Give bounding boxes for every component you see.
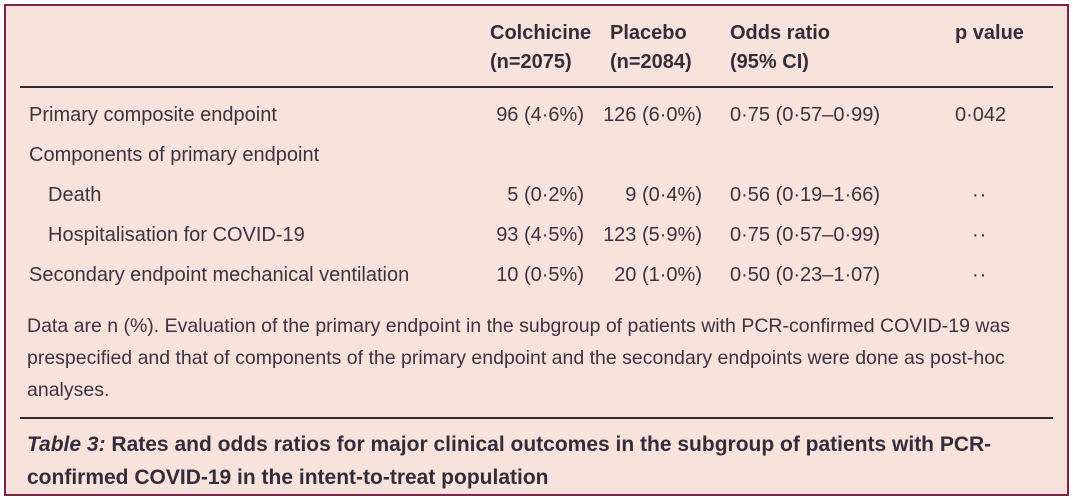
column-header-p-value: p value — [886, 6, 1053, 88]
cell-p-value: ·· — [972, 224, 988, 246]
column-header-odds-ratio: Odds ratio (95% CI) — [702, 6, 886, 88]
table-row: Death 5 (0·2%) 9 (0·4%) 0·56 (0·19–1·66)… — [20, 175, 1053, 215]
table-row: Secondary endpoint mechanical ventilatio… — [20, 255, 1053, 295]
cell-colchicine: 93 (4·5%) — [496, 224, 584, 246]
table-caption: Table 3: Rates and odds ratios for major… — [27, 428, 1043, 494]
column-header-sub: (n=2084) — [610, 51, 692, 73]
cell-odds-ratio: 0·56 (0·19–1·66) — [730, 184, 881, 206]
column-header-sub: (95% CI) — [730, 51, 809, 73]
table-header: Colchicine (n=2075) Placebo (n=2084) Odd… — [20, 6, 1053, 88]
column-header-label: Colchicine — [490, 22, 592, 44]
table-row: Primary composite endpoint 96 (4·6%) 126… — [20, 87, 1053, 135]
table-caption-text: Rates and odds ratios for major clinical… — [27, 433, 992, 489]
cell-label: Components of primary endpoint — [29, 144, 320, 166]
cell-label: Hospitalisation for COVID-19 — [48, 224, 305, 246]
column-header-placebo: Placebo (n=2084) — [584, 6, 702, 88]
outcomes-table: Colchicine (n=2075) Placebo (n=2084) Odd… — [20, 6, 1053, 295]
column-header-label: Placebo — [610, 22, 687, 44]
column-header-label: p value — [955, 22, 1024, 44]
column-header-empty — [20, 6, 456, 88]
cell-placebo: 123 (5·9%) — [603, 224, 702, 246]
cell-colchicine: 10 (0·5%) — [496, 264, 584, 286]
cell-p-value — [886, 135, 1053, 175]
cell-colchicine — [456, 135, 584, 175]
column-header-label: Odds ratio — [730, 22, 831, 44]
cell-label: Death — [48, 184, 102, 206]
cell-label: Primary composite endpoint — [29, 104, 277, 126]
cell-colchicine: 96 (4·6%) — [496, 104, 584, 126]
header-row: Colchicine (n=2075) Placebo (n=2084) Odd… — [20, 6, 1053, 88]
cell-p-value: 0·042 — [955, 104, 1007, 126]
table-panel: Colchicine (n=2075) Placebo (n=2084) Odd… — [4, 4, 1069, 496]
cell-colchicine: 5 (0·2%) — [507, 184, 584, 206]
cell-placebo: 20 (1·0%) — [614, 264, 702, 286]
table-footnote: Data are n (%). Evaluation of the primar… — [27, 315, 1011, 401]
cell-p-value: ·· — [972, 264, 988, 286]
cell-p-value: ·· — [972, 184, 988, 206]
cell-odds-ratio: 0·75 (0·57–0·99) — [730, 224, 881, 246]
cell-odds-ratio: 0·75 (0·57–0·99) — [730, 104, 881, 126]
table-caption-number: Table 3: — [27, 433, 106, 456]
cell-odds-ratio — [702, 135, 886, 175]
table-row: Components of primary endpoint — [20, 135, 1053, 175]
cell-placebo: 9 (0·4%) — [625, 184, 702, 206]
cell-placebo — [584, 135, 702, 175]
column-header-sub: (n=2075) — [490, 51, 572, 73]
cell-label: Secondary endpoint mechanical ventilatio… — [29, 264, 410, 286]
column-header-colchicine: Colchicine (n=2075) — [456, 6, 591, 88]
caption-divider — [20, 417, 1053, 419]
cell-odds-ratio: 0·50 (0·23–1·07) — [730, 264, 881, 286]
table-row: Hospitalisation for COVID-19 93 (4·5%) 1… — [20, 215, 1053, 255]
cell-placebo: 126 (6·0%) — [603, 104, 702, 126]
table-body: Primary composite endpoint 96 (4·6%) 126… — [20, 87, 1053, 295]
